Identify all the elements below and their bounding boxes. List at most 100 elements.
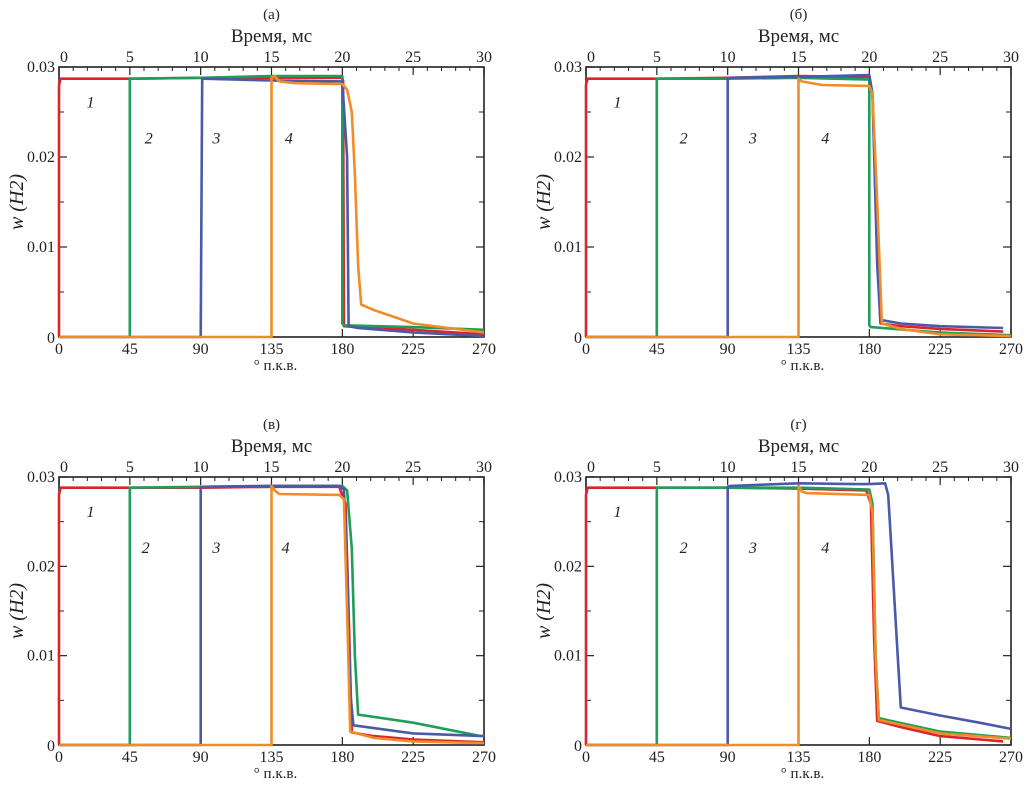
x-tick-label: 90 <box>193 749 209 766</box>
x-tick-label: 90 <box>720 341 736 358</box>
curve-label-3: 3 <box>748 540 757 557</box>
series-line-2 <box>59 484 482 747</box>
y-tick-label: 0.01 <box>27 648 55 665</box>
x-tick-label: 45 <box>122 341 138 358</box>
x-tick-label: 0 <box>582 341 590 358</box>
series-line-4 <box>586 77 1012 339</box>
curve-label-1: 1 <box>613 504 621 521</box>
curve-label-1: 1 <box>86 504 94 521</box>
series-line-3 <box>59 484 485 747</box>
top-x-tick-label: 30 <box>1003 459 1019 476</box>
top-x-tick-label: 15 <box>264 49 280 66</box>
top-x-tick-label: 15 <box>791 49 807 66</box>
top-x-tick-label: 0 <box>587 459 595 476</box>
curve-label-2: 2 <box>680 540 688 557</box>
top-x-tick-label: 5 <box>653 49 661 66</box>
series-line-4 <box>59 74 485 339</box>
top-x-tick-label: 5 <box>653 459 661 476</box>
series-line-1 <box>584 486 1004 745</box>
y-tick-label: 0 <box>47 738 55 755</box>
x-tick-label: 180 <box>857 749 881 766</box>
top-x-tick-label: 10 <box>193 459 209 476</box>
x-tick-label: 0 <box>582 749 590 766</box>
panel-label: (в) <box>263 417 280 433</box>
y-tick-label: 0.03 <box>27 469 55 486</box>
top-x-tick-label: 0 <box>60 49 68 66</box>
x-tick-label: 225 <box>401 749 425 766</box>
panel-label: (б) <box>790 7 808 23</box>
top-x-tick-label: 10 <box>193 49 209 66</box>
x-tick-label: 90 <box>193 341 209 358</box>
y-tick-label: 0.01 <box>27 239 55 256</box>
y-tick-label: 0.01 <box>554 648 582 665</box>
top-x-tick-label: 10 <box>720 459 736 476</box>
top-x-tick-label: 20 <box>334 459 350 476</box>
series-line-4 <box>59 484 485 747</box>
x-tick-label: 270 <box>472 749 496 766</box>
series-line-3 <box>59 77 485 339</box>
series-line-4 <box>586 484 1012 747</box>
series-line-1 <box>584 74 1004 337</box>
top-axis-title: Время, мс <box>758 436 839 457</box>
x-axis-label: ° п.к.в. <box>781 766 824 782</box>
y-tick-label: 0 <box>574 330 582 347</box>
curve-label-2: 2 <box>680 131 688 148</box>
x-axis-label: ° п.к.в. <box>781 358 824 374</box>
top-x-tick-label: 30 <box>1003 49 1019 66</box>
y-tick-label: 0.02 <box>554 149 582 166</box>
top-x-tick-label: 25 <box>405 49 421 66</box>
top-x-tick-label: 5 <box>126 49 134 66</box>
top-x-tick-label: 0 <box>587 49 595 66</box>
curve-label-3: 3 <box>211 131 220 148</box>
top-x-tick-label: 25 <box>932 49 948 66</box>
x-axis-label: ° п.к.в. <box>254 358 297 374</box>
x-tick-label: 270 <box>472 341 496 358</box>
x-tick-label: 225 <box>401 341 425 358</box>
top-x-tick-label: 10 <box>720 49 736 66</box>
y-tick-label: 0 <box>47 330 55 347</box>
x-tick-label: 135 <box>787 341 811 358</box>
curve-label-1: 1 <box>86 95 94 112</box>
top-x-tick-label: 30 <box>476 49 492 66</box>
x-tick-label: 0 <box>55 749 63 766</box>
top-x-tick-label: 20 <box>334 49 350 66</box>
curve-label-4: 4 <box>285 131 293 148</box>
series-line-2 <box>59 74 485 339</box>
x-tick-label: 45 <box>649 341 665 358</box>
series-line-3 <box>586 73 1004 339</box>
curve-label-3: 3 <box>748 131 757 148</box>
top-x-tick-label: 25 <box>932 459 948 476</box>
x-tick-label: 270 <box>999 749 1023 766</box>
y-axis-label: w (H2) <box>6 583 28 639</box>
top-x-tick-label: 20 <box>861 459 877 476</box>
series-line-2 <box>586 486 1012 747</box>
y-tick-label: 0.02 <box>554 558 582 575</box>
x-tick-label: 45 <box>649 749 665 766</box>
curve-label-1: 1 <box>613 95 621 112</box>
x-tick-label: 45 <box>122 749 138 766</box>
y-tick-label: 0.01 <box>554 239 582 256</box>
curve-label-2: 2 <box>145 131 153 148</box>
top-x-tick-label: 15 <box>791 459 807 476</box>
x-tick-label: 180 <box>330 341 354 358</box>
y-tick-label: 0.02 <box>27 558 55 575</box>
y-axis-label: w (H2) <box>533 583 555 639</box>
y-tick-label: 0 <box>574 738 582 755</box>
top-x-tick-label: 30 <box>476 459 492 476</box>
x-tick-label: 90 <box>720 749 736 766</box>
top-axis-title: Время, мс <box>758 26 839 47</box>
x-tick-label: 180 <box>857 341 881 358</box>
curve-label-4: 4 <box>821 131 829 148</box>
x-tick-label: 270 <box>999 341 1023 358</box>
y-tick-label: 0.03 <box>27 59 55 76</box>
y-axis-label: w (H2) <box>533 174 555 230</box>
y-tick-label: 0.02 <box>27 149 55 166</box>
top-x-tick-label: 15 <box>264 459 280 476</box>
curve-label-3: 3 <box>211 540 220 557</box>
curve-label-4: 4 <box>821 540 829 557</box>
x-axis-label: ° п.к.в. <box>254 766 297 782</box>
